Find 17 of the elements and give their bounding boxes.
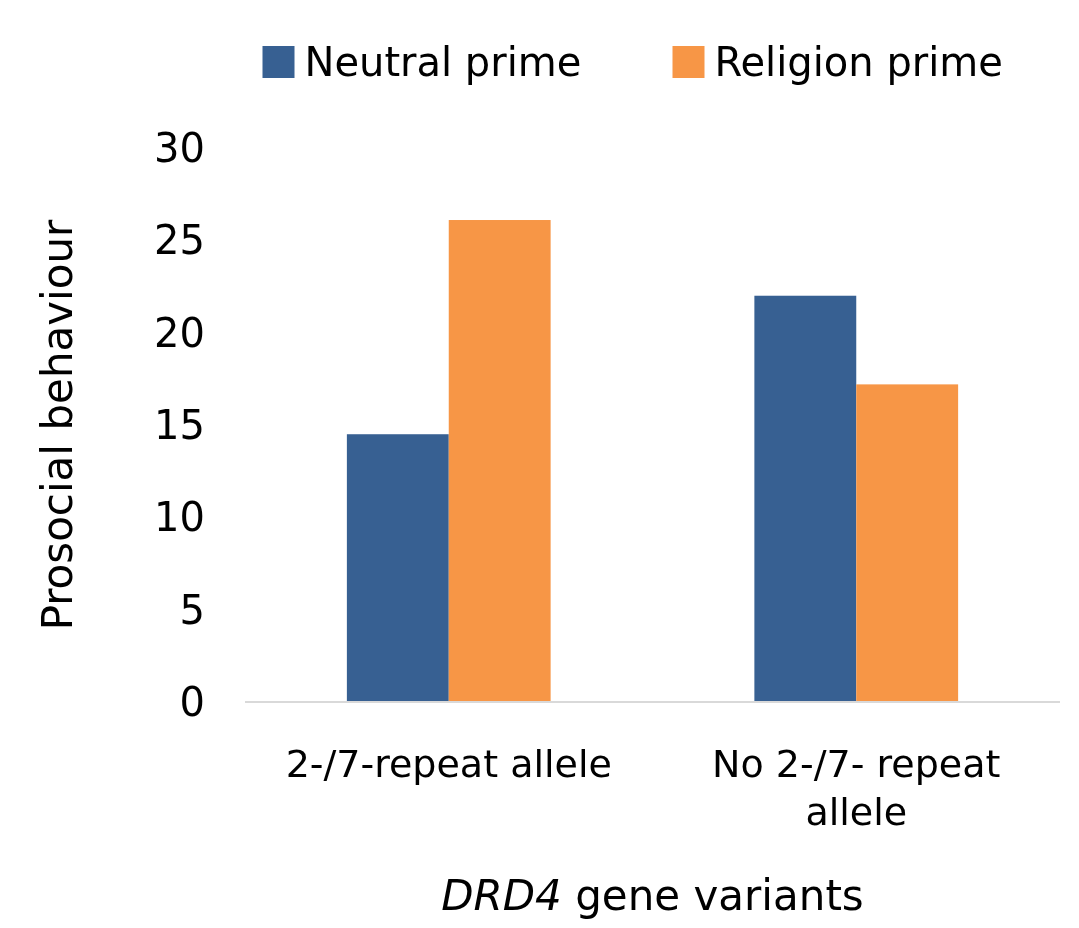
legend-label: Neutral prime (304, 39, 582, 85)
y-tick-label: 25 (154, 217, 205, 264)
y-tick-label: 15 (154, 402, 205, 448)
y-tick-label: 0 (179, 679, 205, 725)
bar (448, 220, 551, 702)
x-tick-label: 2-/7-repeat allele (285, 742, 612, 786)
x-tick-label: No 2-/7- repeat allele (712, 742, 1001, 834)
y-tick-label: 10 (154, 494, 205, 541)
y-axis-title: Prosocial behaviour (33, 218, 82, 631)
bar (856, 384, 959, 702)
y-tick-label: 20 (154, 309, 205, 356)
legend-label: Religion prime (714, 39, 1003, 85)
y-tick-label: 30 (154, 125, 205, 171)
x-axis-title: DRD4 gene variants (441, 871, 864, 920)
bar (754, 295, 857, 702)
bar (346, 434, 449, 702)
y-tick-label: 5 (179, 586, 205, 633)
